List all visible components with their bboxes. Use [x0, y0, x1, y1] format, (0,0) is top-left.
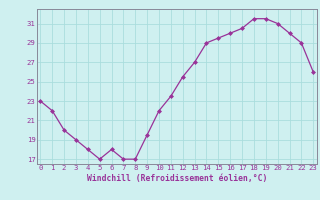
X-axis label: Windchill (Refroidissement éolien,°C): Windchill (Refroidissement éolien,°C): [87, 174, 267, 183]
